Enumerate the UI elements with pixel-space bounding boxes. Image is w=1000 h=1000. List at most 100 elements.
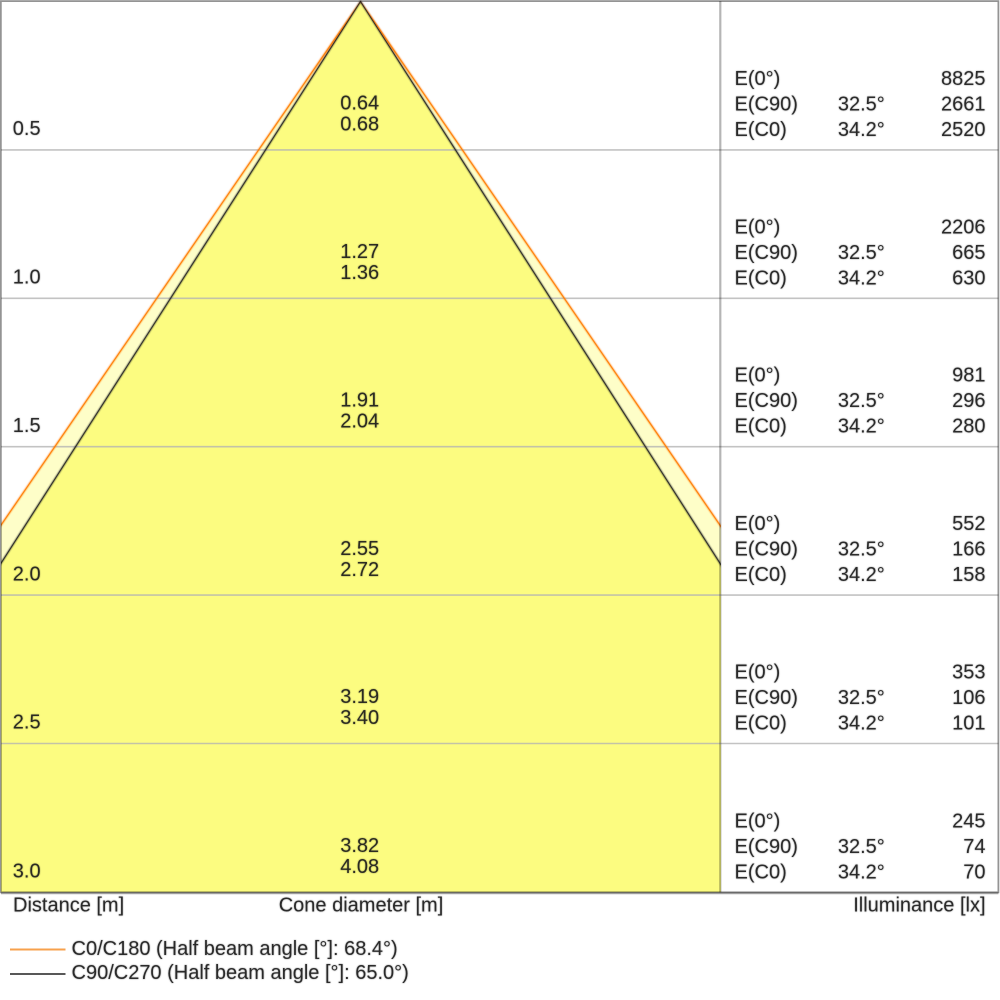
svg-text:E(0°): E(0°) bbox=[735, 68, 781, 90]
svg-text:Illuminance [lx]: Illuminance [lx] bbox=[853, 894, 985, 916]
svg-text:32.5°: 32.5° bbox=[838, 93, 885, 115]
svg-text:101: 101 bbox=[952, 713, 985, 735]
svg-text:34.2°: 34.2° bbox=[838, 564, 885, 586]
svg-text:1.36: 1.36 bbox=[340, 262, 379, 284]
svg-text:2.55: 2.55 bbox=[340, 538, 379, 560]
svg-text:1.36: 1.36 bbox=[340, 262, 379, 284]
svg-text:34.2°: 34.2° bbox=[838, 713, 885, 735]
svg-text:70: 70 bbox=[963, 861, 985, 883]
svg-text:E(C90): E(C90) bbox=[735, 390, 798, 412]
svg-text:E(0°): E(0°) bbox=[735, 662, 781, 684]
svg-text:101: 101 bbox=[952, 713, 985, 735]
svg-text:296: 296 bbox=[952, 390, 985, 412]
svg-text:2206: 2206 bbox=[941, 216, 986, 238]
svg-text:34.2°: 34.2° bbox=[838, 119, 885, 141]
svg-text:32.5°: 32.5° bbox=[838, 836, 885, 858]
svg-text:3.82: 3.82 bbox=[340, 835, 379, 857]
svg-text:3.19: 3.19 bbox=[340, 686, 379, 708]
svg-text:E(C0): E(C0) bbox=[735, 861, 787, 883]
svg-text:E(C90): E(C90) bbox=[735, 539, 798, 561]
svg-text:2.72: 2.72 bbox=[340, 559, 379, 581]
svg-text:32.5°: 32.5° bbox=[838, 93, 885, 115]
svg-text:106: 106 bbox=[952, 687, 985, 709]
svg-text:32.5°: 32.5° bbox=[838, 836, 885, 858]
svg-text:E(C0): E(C0) bbox=[735, 713, 787, 735]
svg-text:C90/C270 (Half beam angle [°]:: C90/C270 (Half beam angle [°]: 65.0°) bbox=[72, 962, 409, 984]
svg-text:34.2°: 34.2° bbox=[838, 713, 885, 735]
svg-text:70: 70 bbox=[963, 861, 985, 883]
svg-text:4.08: 4.08 bbox=[340, 856, 379, 878]
svg-text:3.0: 3.0 bbox=[13, 861, 41, 883]
svg-text:106: 106 bbox=[952, 687, 985, 709]
svg-text:E(C90): E(C90) bbox=[735, 539, 798, 561]
svg-text:E(C0): E(C0) bbox=[735, 119, 787, 141]
svg-text:3.40: 3.40 bbox=[340, 707, 379, 729]
svg-text:0.64: 0.64 bbox=[340, 93, 379, 115]
svg-text:E(0°): E(0°) bbox=[735, 216, 781, 238]
svg-text:E(C0): E(C0) bbox=[735, 564, 787, 586]
svg-text:245: 245 bbox=[952, 810, 985, 832]
svg-text:3.40: 3.40 bbox=[340, 707, 379, 729]
svg-text:E(0°): E(0°) bbox=[735, 662, 781, 684]
svg-text:630: 630 bbox=[952, 267, 985, 289]
svg-text:8825: 8825 bbox=[941, 68, 986, 90]
svg-text:32.5°: 32.5° bbox=[838, 390, 885, 412]
svg-text:158: 158 bbox=[952, 564, 985, 586]
svg-text:1.91: 1.91 bbox=[340, 389, 379, 411]
svg-text:Distance [m]: Distance [m] bbox=[13, 894, 124, 916]
svg-text:280: 280 bbox=[952, 416, 985, 438]
svg-text:0.5: 0.5 bbox=[13, 118, 41, 140]
svg-text:C90/C270 (Half beam angle [°]:: C90/C270 (Half beam angle [°]: 65.0°) bbox=[72, 962, 409, 984]
svg-text:34.2°: 34.2° bbox=[838, 267, 885, 289]
svg-text:3.19: 3.19 bbox=[340, 686, 379, 708]
svg-text:4.08: 4.08 bbox=[340, 856, 379, 878]
svg-text:E(C90): E(C90) bbox=[735, 93, 798, 115]
svg-text:Cone diameter [m]: Cone diameter [m] bbox=[279, 894, 444, 916]
svg-text:2.72: 2.72 bbox=[340, 559, 379, 581]
svg-text:E(C0): E(C0) bbox=[735, 861, 787, 883]
svg-text:3.82: 3.82 bbox=[340, 835, 379, 857]
svg-text:E(C90): E(C90) bbox=[735, 390, 798, 412]
svg-text:C0/C180 (Half beam angle [°]:: C0/C180 (Half beam angle [°]: 68.4°) bbox=[72, 938, 398, 960]
svg-text:166: 166 bbox=[952, 539, 985, 561]
svg-text:1.0: 1.0 bbox=[13, 267, 41, 289]
svg-text:E(C90): E(C90) bbox=[735, 242, 798, 264]
svg-text:34.2°: 34.2° bbox=[838, 119, 885, 141]
svg-text:34.2°: 34.2° bbox=[838, 861, 885, 883]
svg-text:E(C90): E(C90) bbox=[735, 242, 798, 264]
svg-text:1.5: 1.5 bbox=[13, 415, 41, 437]
svg-text:1.27: 1.27 bbox=[340, 241, 379, 263]
svg-text:E(0°): E(0°) bbox=[735, 810, 781, 832]
svg-text:E(C90): E(C90) bbox=[735, 836, 798, 858]
svg-text:E(0°): E(0°) bbox=[735, 216, 781, 238]
svg-text:245: 245 bbox=[952, 810, 985, 832]
svg-text:34.2°: 34.2° bbox=[838, 416, 885, 438]
svg-text:3.0: 3.0 bbox=[13, 861, 41, 883]
svg-text:E(C0): E(C0) bbox=[735, 267, 787, 289]
svg-text:296: 296 bbox=[952, 390, 985, 412]
svg-text:1.0: 1.0 bbox=[13, 267, 41, 289]
svg-text:32.5°: 32.5° bbox=[838, 539, 885, 561]
svg-text:E(C90): E(C90) bbox=[735, 836, 798, 858]
svg-text:32.5°: 32.5° bbox=[838, 687, 885, 709]
svg-text:2.04: 2.04 bbox=[340, 410, 379, 432]
svg-text:0.5: 0.5 bbox=[13, 118, 41, 140]
svg-text:E(C90): E(C90) bbox=[735, 93, 798, 115]
svg-text:34.2°: 34.2° bbox=[838, 416, 885, 438]
svg-text:665: 665 bbox=[952, 242, 985, 264]
svg-text:E(C0): E(C0) bbox=[735, 119, 787, 141]
svg-text:353: 353 bbox=[952, 662, 985, 684]
svg-text:0.68: 0.68 bbox=[340, 114, 379, 136]
svg-text:0.64: 0.64 bbox=[340, 93, 379, 115]
svg-text:1.27: 1.27 bbox=[340, 241, 379, 263]
svg-text:E(C0): E(C0) bbox=[735, 416, 787, 438]
svg-text:32.5°: 32.5° bbox=[838, 242, 885, 264]
svg-text:280: 280 bbox=[952, 416, 985, 438]
svg-text:E(C0): E(C0) bbox=[735, 416, 787, 438]
svg-text:Illuminance [lx]: Illuminance [lx] bbox=[853, 894, 985, 916]
svg-text:E(C90): E(C90) bbox=[735, 687, 798, 709]
svg-text:34.2°: 34.2° bbox=[838, 564, 885, 586]
svg-text:2661: 2661 bbox=[941, 93, 986, 115]
svg-text:E(0°): E(0°) bbox=[735, 68, 781, 90]
svg-text:2.04: 2.04 bbox=[340, 410, 379, 432]
